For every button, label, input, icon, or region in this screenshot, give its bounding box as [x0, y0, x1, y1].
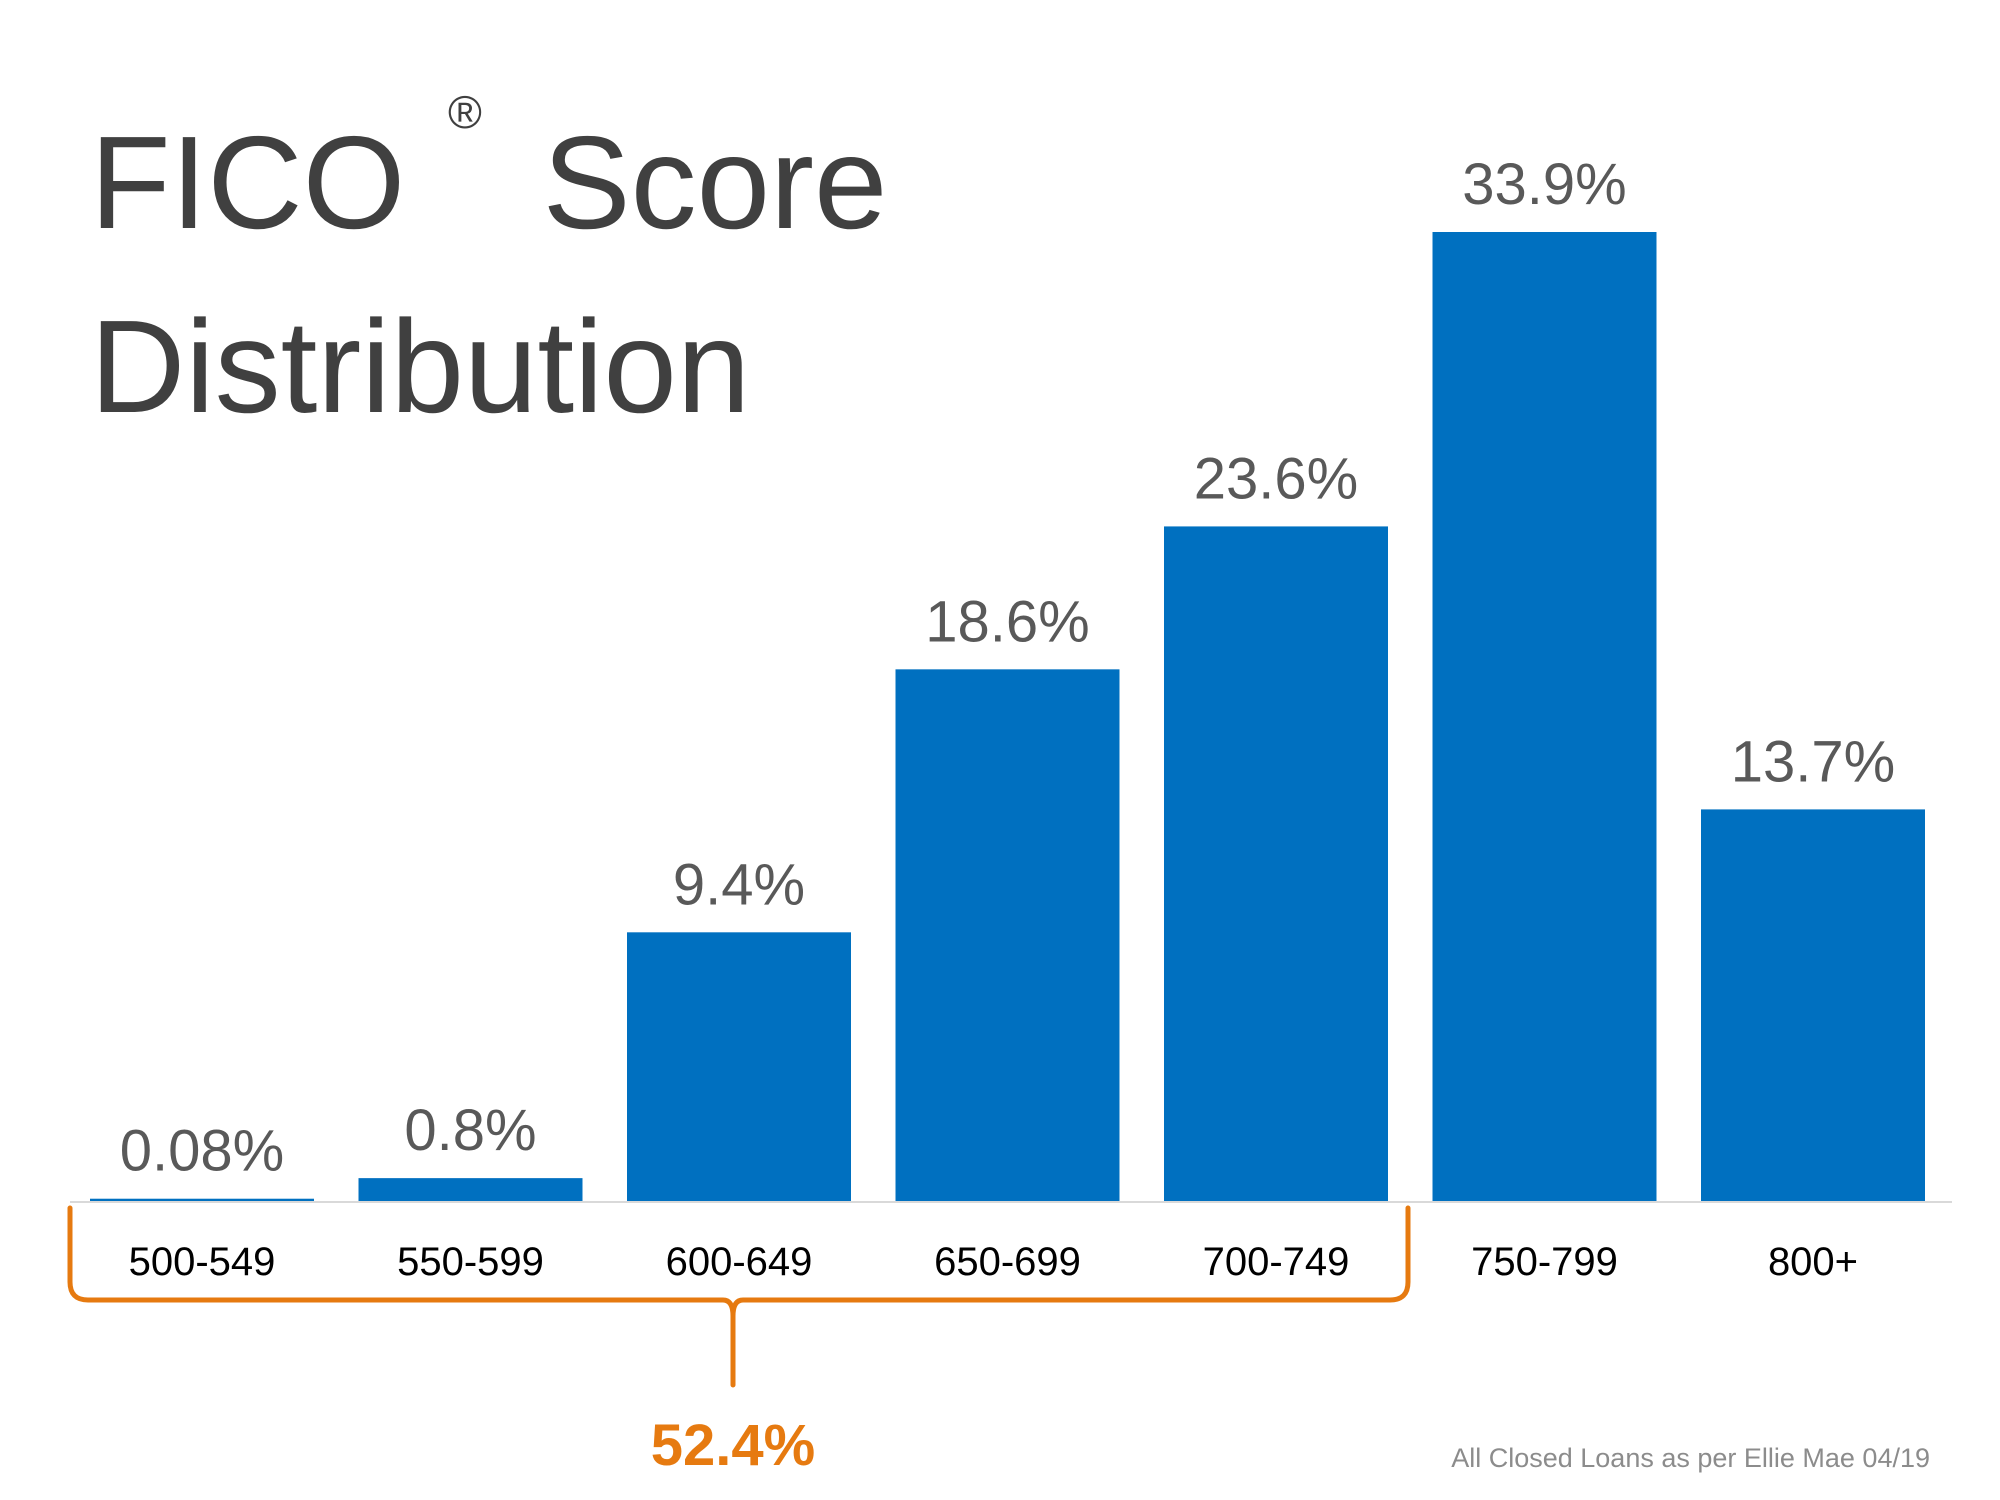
- title-word-score: Score: [543, 109, 888, 256]
- value-label-800+: 13.7%: [1731, 729, 1895, 794]
- title-line-2: Distribution: [90, 293, 750, 440]
- value-label-650-699: 18.6%: [925, 589, 1089, 654]
- x-tick-label-650-699: 650-699: [934, 1240, 1081, 1284]
- x-tick-label-700-749: 700-749: [1203, 1240, 1350, 1284]
- value-label-700-749: 23.6%: [1194, 446, 1358, 511]
- title-word-fico: FICO: [90, 109, 405, 256]
- svg-text:FICO ® Score: FICO ® Score: [90, 9, 887, 256]
- chart-title: FICO ® Score Distribution: [90, 9, 887, 440]
- bar-750-799: [1432, 232, 1657, 1201]
- x-tick-label-750-799: 750-799: [1471, 1240, 1618, 1284]
- bar-650-699: [895, 669, 1120, 1201]
- x-tick-label-800+: 800+: [1768, 1240, 1858, 1284]
- x-tick-label-600-649: 600-649: [666, 1240, 813, 1284]
- bar-800+: [1701, 809, 1925, 1201]
- x-tick-label-550-599: 550-599: [397, 1240, 544, 1284]
- x-tick-labels-group: 500-549 550-599 600-649 650-699 700-749 750-7…: [129, 1240, 1858, 1284]
- value-labels-group: 0.08% 0.8% 9.4% 18.6% 23.6% 33.9% 13.7%: [120, 152, 1895, 1184]
- bar-600-649: [627, 932, 851, 1201]
- bar-500-549: [90, 1198, 314, 1201]
- title-registered-mark: ®: [448, 86, 482, 138]
- value-label-550-599: 0.8%: [404, 1098, 536, 1163]
- bars-group: [90, 232, 1925, 1201]
- value-label-600-649: 9.4%: [673, 852, 805, 917]
- source-note: All Closed Loans as per Ellie Mae 04/19: [1451, 1443, 1930, 1473]
- orange-brace: [67, 1205, 1411, 1388]
- bracket-total-label: 52.4%: [651, 1413, 815, 1478]
- x-tick-label-500-549: 500-549: [129, 1240, 276, 1284]
- value-label-500-549: 0.08%: [120, 1119, 284, 1184]
- bar-700-749: [1164, 526, 1388, 1201]
- bar-550-599: [358, 1178, 583, 1201]
- value-label-750-799: 33.9%: [1462, 152, 1626, 217]
